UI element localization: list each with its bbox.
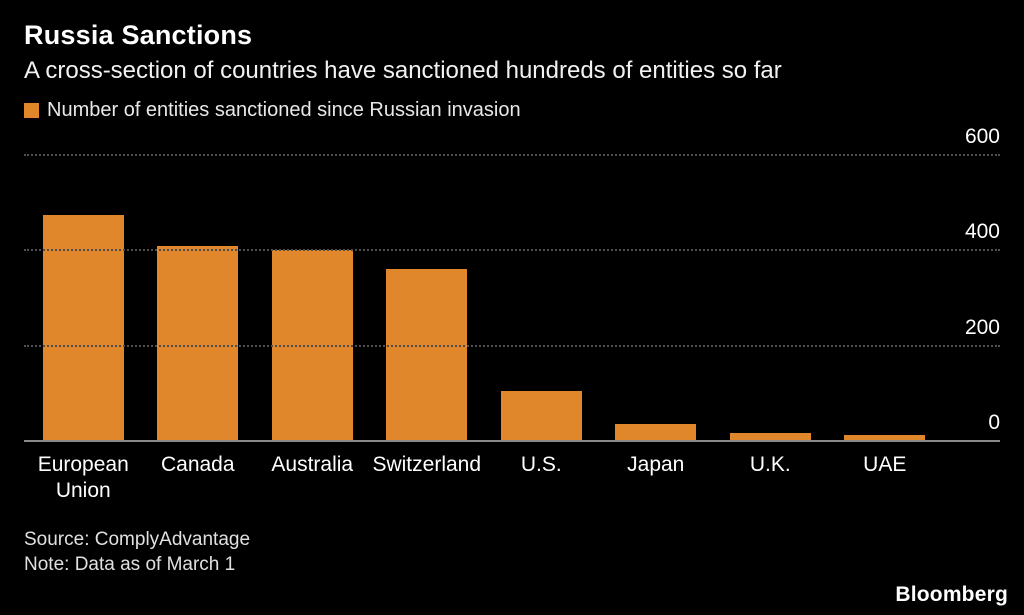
- gridline-600: [24, 154, 1000, 156]
- legend-label: Number of entities sanctioned since Russ…: [47, 99, 521, 121]
- x-label-u-s-: U.S.: [520, 453, 562, 476]
- gridline-400: [24, 249, 1000, 252]
- source-text: Source: ComplyAdvantage: [24, 528, 251, 550]
- note-text: Note: Data as of March 1: [24, 554, 236, 576]
- y-tick-label-200: 200: [964, 315, 1000, 339]
- gridline-0: [24, 440, 1000, 442]
- x-label-u-k-: U.K.: [749, 453, 791, 476]
- y-tick-label-0: 0: [988, 411, 1000, 434]
- footer: Source: ComplyAdvantage Note: Data as of…: [24, 527, 1000, 578]
- gridline-200: [24, 344, 1000, 347]
- bar-slot: [26, 156, 141, 441]
- y-tick-label-400: 400: [964, 220, 1000, 244]
- bar-slot: [370, 156, 485, 441]
- chart-title: Russia Sanctions: [24, 20, 253, 50]
- bar-u-s-: [500, 390, 582, 441]
- bar-slot: [599, 156, 714, 441]
- x-label-switzerland: Switzerland: [372, 453, 482, 476]
- bar-canada: [157, 245, 239, 441]
- bar-slot: [141, 156, 256, 441]
- bar-slot: [828, 156, 943, 441]
- bar-european-union: [42, 214, 124, 441]
- chart-subtitle: A cross-section of countries have sancti…: [24, 57, 782, 84]
- x-label-uae: UAE: [863, 453, 907, 476]
- bloomberg-logo: Bloomberg: [895, 583, 1008, 606]
- x-label-japan: Japan: [627, 453, 685, 476]
- bar-slot: [713, 156, 828, 441]
- x-label-australia: Australia: [271, 453, 354, 476]
- bar-japan: [615, 424, 697, 441]
- bar-switzerland: [386, 269, 468, 441]
- bar-slot: [255, 156, 370, 441]
- plot-area: 0 200 400 600: [24, 125, 1000, 442]
- x-axis-labels: European Union Canada Australia Switzerland…: [26, 452, 942, 505]
- bars-container: [26, 156, 942, 441]
- bar-uae: [844, 434, 926, 441]
- bar-slot: [484, 156, 599, 441]
- y-tick-label-600: 600: [964, 125, 1000, 148]
- bar-u-k-: [729, 433, 811, 441]
- x-label-european-union: European Union: [37, 453, 129, 503]
- legend-swatch-icon: [24, 103, 39, 118]
- x-label-canada: Canada: [160, 453, 235, 476]
- legend: Number of entities sanctioned since Russ…: [24, 99, 1000, 122]
